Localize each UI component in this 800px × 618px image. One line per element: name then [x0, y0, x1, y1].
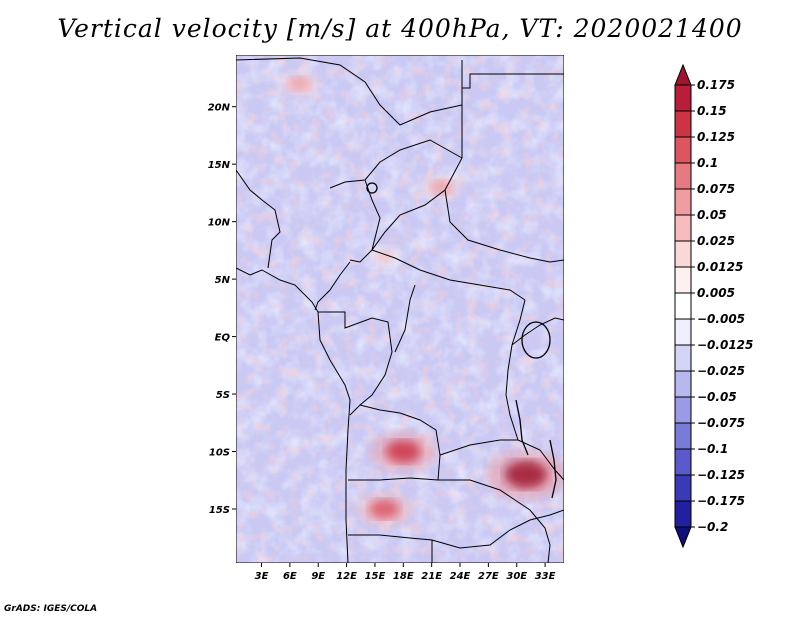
lon-tick-label: 24E: [450, 571, 471, 582]
grads-credit: GrADS: IGES/COLA: [4, 604, 98, 614]
colorbar-swatch: [674, 240, 692, 268]
colorbar-label: −0.1: [697, 442, 728, 456]
lake-victoria-outline: [521, 321, 551, 359]
colorbar-swatch: [674, 344, 692, 372]
colorbar-label: 0.005: [697, 286, 735, 300]
colorbar-swatch: [674, 84, 692, 112]
lat-tick-label: 5N: [215, 275, 231, 286]
colorbar-label: −0.025: [697, 364, 745, 378]
colorbar-swatch: [674, 318, 692, 346]
chart-title: Vertical velocity [m/s] at 400hPa, VT: 2…: [57, 14, 743, 43]
lon-tick-label: 6E: [283, 571, 297, 582]
lon-tick-label: 18E: [393, 571, 414, 582]
colorbar-label: 0.125: [697, 130, 735, 144]
colorbar-label: 0.1: [697, 156, 718, 170]
updraft-zone-chad-sudan: [429, 179, 453, 195]
colorbar-swatch: [674, 474, 692, 502]
lon-tick-label: 33E: [535, 571, 556, 582]
map-plot-area: [236, 55, 564, 563]
updraft-zone-sahara-north: [288, 76, 311, 91]
lon-tick-label: 27E: [478, 571, 499, 582]
lake-malawi-outline: [549, 439, 557, 499]
colorbar-label: −0.2: [697, 520, 728, 534]
colorbar-label: 0.15: [697, 104, 727, 118]
colorbar-swatch: [674, 448, 692, 476]
lat-tick-label: 10S: [209, 448, 230, 459]
colorbar: 0.175 0.15 0.125 0.1 0.075 0.05 0.025 0.0125 0.0…: [674, 63, 753, 549]
colorbar-label: 0.025: [697, 234, 735, 248]
colorbar-label: −0.175: [697, 494, 745, 508]
colorbar-label: −0.0125: [697, 338, 753, 352]
colorbar-label: −0.125: [697, 468, 745, 482]
lat-tick-label: 10N: [208, 218, 231, 229]
colorbar-label: 0.075: [697, 182, 735, 196]
colorbar-label: −0.075: [697, 416, 745, 430]
colorbar-swatch: [674, 266, 692, 294]
colorbar-swatch: [674, 370, 692, 398]
lake-chad-outline: [366, 182, 378, 194]
colorbar-swatch: [674, 188, 692, 216]
updraft-features: [278, 70, 564, 527]
lon-tick-label: 9E: [311, 571, 325, 582]
colorbar-swatch: [674, 136, 692, 164]
colorbar-swatch: [674, 162, 692, 190]
lat-tick-label: EQ: [215, 333, 231, 344]
lon-tick-label: 15E: [365, 571, 386, 582]
updraft-zone-angola-zambia: [385, 440, 421, 463]
colorbar-swatch: [674, 396, 692, 424]
colorbar-swatch: [674, 292, 692, 320]
colorbar-label: 0.175: [697, 78, 735, 92]
lake-tanganyika-outline: [515, 399, 529, 456]
colorbar-swatch: [674, 422, 692, 450]
lat-tick-label: 15S: [209, 505, 230, 516]
colorbar-bottom-arrow: [674, 526, 692, 549]
colorbar-label: −0.05: [697, 390, 737, 404]
lake-outlines: [366, 182, 557, 499]
updraft-zone-central-angola: [369, 499, 400, 519]
lat-tick-label: 20N: [208, 103, 231, 114]
lon-tick-label: 12E: [336, 571, 357, 582]
colorbar-swatch: [674, 110, 692, 138]
colorbar-top-arrow: [674, 63, 692, 86]
latitude-axis: 20N 15N 10N 5N EQ 5S 10S 15S: [208, 103, 236, 516]
longitude-axis: 3E 6E 9E 12E 15E 18E 21E 24E 27E 30E 33E: [255, 563, 556, 582]
lon-tick-label: 3E: [255, 571, 269, 582]
lon-tick-label: 21E: [421, 571, 442, 582]
colorbar-label: 0.05: [697, 208, 727, 222]
colorbar-label: −0.005: [697, 312, 745, 326]
lon-tick-label: 30E: [506, 571, 527, 582]
colorbar-swatch: [674, 500, 692, 528]
colorbar-swatch: [674, 214, 692, 242]
lat-tick-label: 5S: [216, 390, 230, 401]
updraft-zone-malawi-mozambique: [504, 460, 548, 489]
colorbar-label: 0.0125: [697, 260, 743, 274]
lat-tick-label: 15N: [208, 160, 231, 171]
